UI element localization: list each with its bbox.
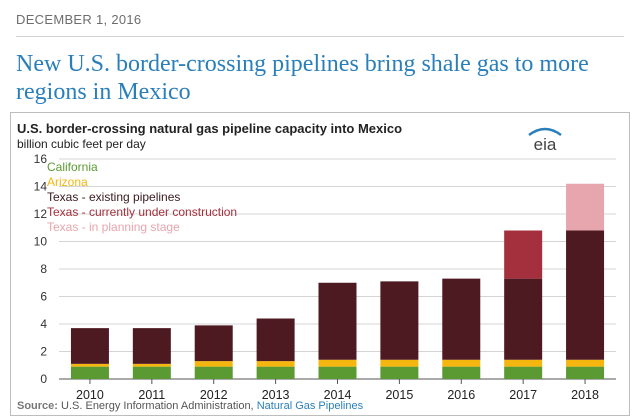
y-tick-label: 2: [40, 345, 47, 359]
chart-subtitle: billion cubic feet per day: [17, 137, 146, 151]
bar-segment[interactable]: [132, 366, 171, 379]
bar-segment[interactable]: [70, 363, 109, 367]
bar-segment[interactable]: [504, 359, 543, 367]
bar-segment[interactable]: [132, 328, 171, 364]
x-tick-label: 2014: [324, 388, 352, 402]
legend-entry[interactable]: California: [47, 160, 98, 174]
legend-entry[interactable]: Texas - existing pipelines: [47, 190, 180, 204]
source-label: Source:: [17, 400, 58, 412]
bar-segment[interactable]: [318, 366, 357, 379]
y-tick-label: 14: [34, 180, 48, 194]
bar-segment[interactable]: [194, 366, 233, 379]
bar-segment[interactable]: [504, 366, 543, 379]
bar-segment[interactable]: [318, 282, 357, 360]
bar-segment[interactable]: [70, 366, 109, 379]
bar-segment[interactable]: [504, 278, 543, 360]
bar-segment[interactable]: [132, 363, 171, 367]
x-tick-label: 2010: [76, 388, 104, 402]
header-divider: [16, 36, 624, 37]
bar-segment[interactable]: [442, 359, 481, 367]
bar-segment[interactable]: [256, 318, 295, 362]
x-axis-ticks: 2010 2011 2012 2013 2014 2015 2016 2017 2018: [76, 379, 599, 402]
source-text: U.S. Energy Information Administration,: [61, 400, 254, 412]
bar-segment[interactable]: [442, 366, 481, 379]
eia-logo-text: eia: [534, 135, 557, 153]
x-tick-label: 2018: [571, 388, 599, 402]
chart-title: U.S. border-crossing natural gas pipelin…: [17, 121, 403, 136]
y-tick-label: 16: [34, 152, 48, 166]
y-tick-label: 8: [40, 262, 47, 276]
bar-segment[interactable]: [194, 361, 233, 367]
y-tick-label: 10: [34, 235, 48, 249]
bar-segment[interactable]: [256, 366, 295, 379]
bar-segment[interactable]: [70, 328, 109, 364]
source-note: Source: U.S. Energy Information Administ…: [17, 400, 363, 412]
bar-segment[interactable]: [380, 281, 419, 360]
article-date: DECEMBER 1, 2016: [16, 12, 142, 27]
eia-logo[interactable]: eia: [523, 123, 567, 153]
source-link[interactable]: Natural Gas Pipelines: [256, 400, 364, 412]
legend-entry[interactable]: Texas - in planning stage: [47, 220, 180, 234]
x-tick-label: 2015: [385, 388, 413, 402]
y-tick-label: 6: [40, 290, 47, 304]
y-tick-label: 4: [40, 317, 47, 331]
x-tick-label: 2017: [509, 388, 537, 402]
x-tick-label: 2011: [138, 388, 165, 402]
legend-entry[interactable]: Arizona: [47, 175, 88, 189]
bar-segment[interactable]: [566, 183, 605, 231]
y-tick-label: 0: [40, 372, 47, 386]
x-tick-label: 2016: [447, 388, 475, 402]
x-tick-label: 2012: [200, 388, 228, 402]
bar-segment[interactable]: [194, 325, 233, 362]
bar-segment[interactable]: [256, 361, 295, 367]
x-tick-label: 2013: [262, 388, 290, 402]
bar-segment[interactable]: [566, 230, 605, 360]
bar-segment[interactable]: [380, 366, 419, 379]
eia-logo-swoosh: [528, 127, 562, 137]
bar-segment[interactable]: [318, 359, 357, 367]
y-axis-ticks: 0 2 4 6 8 10 12 14 16: [34, 152, 48, 386]
chart-card: U.S. border-crossing natural gas pipelin…: [10, 112, 630, 416]
bar-segment[interactable]: [380, 359, 419, 367]
legend-entry[interactable]: Texas - currently under construction: [47, 205, 237, 219]
bar-segment[interactable]: [566, 366, 605, 379]
article-headline[interactable]: New U.S. border-crossing pipelines bring…: [16, 51, 589, 105]
y-tick-label: 12: [34, 207, 48, 221]
bar-segment[interactable]: [504, 230, 543, 279]
bar-segment[interactable]: [442, 278, 481, 360]
bars: [70, 183, 605, 379]
bar-segment[interactable]: [566, 359, 605, 367]
